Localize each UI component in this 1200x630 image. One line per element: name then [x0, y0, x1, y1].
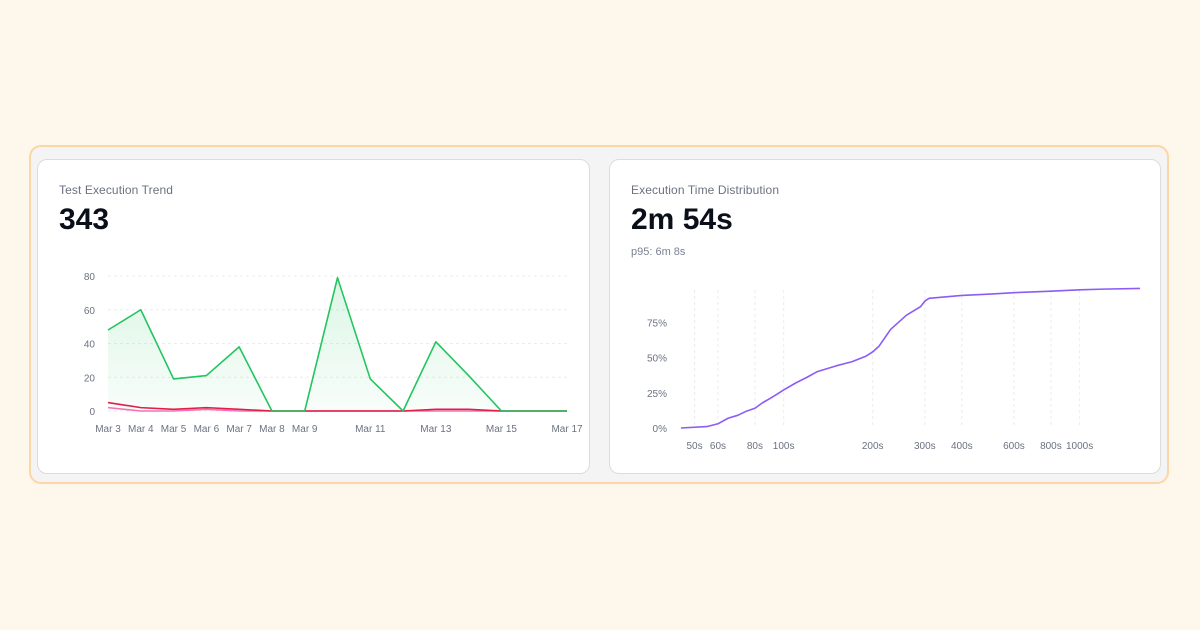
- x-tick-label: Mar 7: [226, 424, 252, 435]
- x-tick-label: 600s: [1003, 441, 1025, 452]
- y-tick-label: 50%: [647, 354, 667, 365]
- y-tick-label: 80: [84, 272, 96, 283]
- x-tick-label: 50s: [686, 441, 702, 452]
- x-tick-label: Mar 6: [194, 424, 220, 435]
- x-tick-label: 80s: [747, 441, 763, 452]
- x-tick-label: Mar 4: [128, 424, 154, 435]
- x-tick-label: Mar 3: [95, 424, 121, 435]
- x-tick-label: 300s: [914, 441, 936, 452]
- x-tick-label: Mar 8: [259, 424, 285, 435]
- card-title: Test Execution Trend: [59, 183, 174, 197]
- x-tick-label: Mar 17: [551, 424, 583, 435]
- x-tick-label: 100s: [773, 441, 795, 452]
- cdf-line: [680, 287, 1141, 429]
- x-tick-label: Mar 5: [161, 424, 187, 435]
- card-title: Execution Time Distribution: [631, 183, 780, 197]
- y-tick-label: 20: [84, 373, 96, 384]
- y-tick-label: 0: [89, 407, 95, 418]
- card-subtitle: p95: 6m 8s: [631, 246, 686, 258]
- x-tick-label: 60s: [710, 441, 726, 452]
- x-tick-label: 800s: [1040, 441, 1062, 452]
- x-tick-label: Mar 11: [355, 424, 386, 435]
- y-tick-label: 40: [84, 340, 96, 351]
- y-tick-label: 60: [84, 306, 96, 317]
- execution-time-distribution-card: Execution Time Distribution 2m 54s p95: …: [609, 159, 1161, 474]
- y-tick-label: 25%: [647, 389, 667, 400]
- card-value: 343: [59, 203, 110, 236]
- x-tick-label: 200s: [862, 441, 884, 452]
- y-tick-label: 0%: [653, 424, 668, 435]
- y-tick-label: 75%: [647, 318, 667, 329]
- x-tick-label: Mar 13: [420, 424, 452, 435]
- passed-area: [108, 277, 567, 411]
- x-tick-label: Mar 9: [292, 424, 318, 435]
- x-tick-label: 1000s: [1066, 441, 1093, 452]
- card-value: 2m 54s: [631, 203, 733, 236]
- x-tick-label: 400s: [951, 441, 973, 452]
- passed-series-line: [107, 276, 567, 412]
- x-tick-label: Mar 15: [486, 424, 518, 435]
- failed-series-line: [107, 401, 567, 412]
